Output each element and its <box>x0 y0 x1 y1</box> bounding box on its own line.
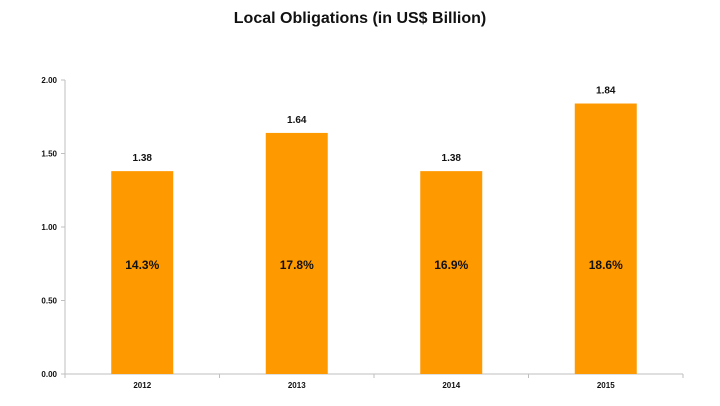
data-label-2012: 1.38 <box>133 153 153 164</box>
bar-annotation-2014: 16.9% <box>434 258 468 272</box>
bar-annotation-2013: 17.8% <box>280 258 314 272</box>
x-tick-label-2014: 2014 <box>442 381 460 390</box>
data-label-2014: 1.38 <box>442 153 462 164</box>
x-tick-label-2015: 2015 <box>597 381 615 390</box>
bar-2013 <box>265 132 328 374</box>
y-tick-label: 1.00 <box>41 223 57 232</box>
x-tick-label-2013: 2013 <box>288 381 306 390</box>
y-axis: 0.00 0.50 1.00 1.50 2.00 <box>41 76 66 379</box>
y-tick-label: 2.00 <box>41 76 57 85</box>
y-tick-label: 0.00 <box>41 370 57 379</box>
y-tick-label: 1.50 <box>41 150 57 159</box>
bar-2014 <box>420 171 483 374</box>
bars: 1.38 14.3% 1.64 17.8% 1.38 16.9% 1.84 18.6% <box>111 86 637 375</box>
bar-annotation-2015: 18.6% <box>589 258 623 272</box>
bar-2015 <box>574 103 637 375</box>
chart-title: Local Obligations (in US$ Billion) <box>233 10 487 27</box>
x-axis: 2012 2013 2014 2015 <box>64 373 684 390</box>
data-label-2013: 1.64 <box>287 115 307 126</box>
data-label-2015: 1.84 <box>596 86 616 97</box>
bar-annotation-2012: 14.3% <box>125 258 159 272</box>
y-tick-label: 0.50 <box>41 297 57 306</box>
bar-2012 <box>111 171 174 374</box>
x-tick-label-2012: 2012 <box>133 381 151 390</box>
